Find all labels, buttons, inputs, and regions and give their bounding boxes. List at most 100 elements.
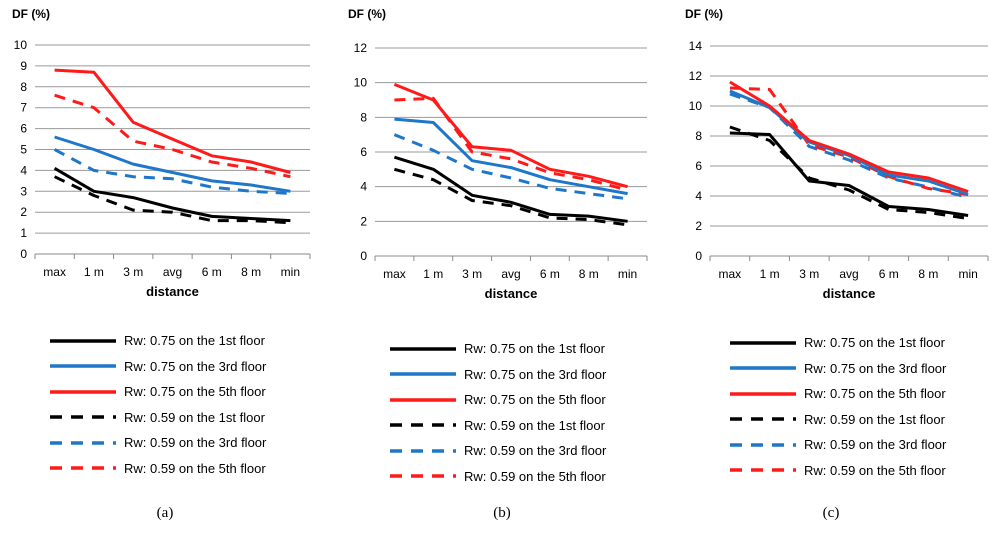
legend-swatch (390, 372, 456, 376)
y-tick-label: 8 (360, 110, 367, 124)
series-line-4 (729, 125, 969, 220)
series-line-6 (54, 93, 291, 179)
y-tick-label: 4 (360, 180, 367, 194)
series-line-6 (394, 96, 628, 192)
y-tick-label: 0 (360, 249, 367, 263)
y-tick-label: 8 (695, 129, 702, 143)
legend-label: Rw: 0.75 on the 5th floor (464, 392, 606, 408)
y-axis-title: DF (%) (348, 7, 386, 21)
y-tick-label: 1 (20, 226, 27, 240)
x-tick-label: max (383, 267, 406, 281)
x-tick-label: min (618, 267, 637, 281)
legend-item: Rw: 0.59 on the 5th floor (728, 458, 946, 484)
caption-a: (a) (156, 505, 174, 521)
legend-label: Rw: 0.59 on the 5th floor (804, 462, 946, 478)
series-line-6 (729, 86, 969, 196)
legend-swatch (50, 466, 116, 470)
x-tick-label: 3 m (462, 267, 482, 281)
legend-item: Rw: 0.59 on the 3rd floor (728, 432, 946, 458)
legend-label: Rw: 0.59 on the 5th floor (464, 468, 606, 484)
y-tick-label: 14 (689, 39, 703, 53)
chart-panel-a: DF (%) 0 1 2 3 4 5 6 7 8 9 10 max 1 m 3 m avg 6 m 8 m min d… (0, 0, 334, 535)
legend-swatch (50, 441, 116, 445)
line-chart-b: DF (%) 0 2 4 6 8 10 12 max 1 m 3 m avg 6 m 8 m min dist… (348, 7, 648, 301)
legend-label: Rw: 0.75 on the 3rd floor (464, 366, 607, 382)
legend-swatch (730, 417, 796, 421)
legend-item: Rw: 0.59 on the 1st floor (48, 405, 266, 431)
x-tick-label: 6 m (202, 265, 222, 279)
series-line-3 (729, 80, 969, 193)
legend-swatch (730, 392, 796, 396)
x-tick-label: 8 m (579, 267, 599, 281)
y-tick-label: 5 (20, 143, 27, 157)
chart-panel-b: DF (%) 0 2 4 6 8 10 12 max 1 m 3 m avg 6 m 8 m min dist… (335, 0, 669, 535)
legend-b: Rw: 0.75 on the 1st floor Rw: 0.75 on the… (388, 336, 606, 489)
x-tick-label: 8 m (918, 267, 938, 281)
legend-swatch (390, 474, 456, 478)
legend-item: Rw: 0.75 on the 5th floor (48, 379, 266, 405)
legend-c: Rw: 0.75 on the 1st floor Rw: 0.75 on the… (728, 330, 946, 483)
caption-b: (b) (493, 505, 511, 521)
x-tick-label: 1 m (84, 265, 104, 279)
legend-swatch (50, 390, 116, 394)
legend-label: Rw: 0.75 on the 5th floor (124, 384, 266, 400)
legend-item: Rw: 0.75 on the 1st floor (48, 328, 266, 354)
legend-item: Rw: 0.75 on the 3rd floor (388, 362, 606, 388)
y-tick-label: 10 (14, 38, 28, 52)
y-tick-label: 3 (20, 184, 27, 198)
series-line-4 (394, 167, 628, 227)
y-tick-label: 2 (20, 205, 27, 219)
x-axis-title: distance (485, 286, 538, 301)
line-chart-c: DF (%) 0 2 4 6 8 10 12 14 max 1 m 3 m avg 6 m 8 m min di… (685, 7, 989, 301)
x-tick-label: avg (163, 265, 182, 279)
x-tick-label: 3 m (123, 265, 143, 279)
legend-item: Rw: 0.59 on the 1st floor (728, 407, 946, 433)
legend-label: Rw: 0.59 on the 1st floor (804, 411, 945, 427)
x-tick-label: max (43, 265, 66, 279)
x-tick-label: min (281, 265, 300, 279)
legend-label: Rw: 0.75 on the 1st floor (124, 333, 265, 349)
y-tick-label: 6 (360, 145, 367, 159)
series-line-3 (393, 83, 628, 189)
legend-swatch (390, 423, 456, 427)
y-tick-label: 2 (360, 214, 367, 228)
legend-label: Rw: 0.59 on the 1st floor (124, 409, 265, 425)
legend-item: Rw: 0.75 on the 3rd floor (728, 356, 946, 382)
legend-item: Rw: 0.75 on the 3rd floor (48, 354, 266, 380)
legend-item: Rw: 0.59 on the 3rd floor (48, 430, 266, 456)
chart-panel-c: DF (%) 0 2 4 6 8 10 12 14 max 1 m 3 m avg 6 m 8 m min di… (670, 0, 1004, 535)
x-tick-label: 3 m (799, 267, 819, 281)
legend-item: Rw: 0.59 on the 1st floor (388, 413, 606, 439)
series-line-3 (54, 68, 291, 174)
legend-swatch (50, 364, 116, 368)
x-tick-label: 6 m (879, 267, 899, 281)
legend-item: Rw: 0.75 on the 5th floor (728, 381, 946, 407)
y-tick-label: 6 (695, 159, 702, 173)
series-line-2 (54, 135, 291, 193)
legend-swatch (390, 398, 456, 402)
y-tick-label: 12 (689, 69, 703, 83)
x-tick-label: 6 m (540, 267, 560, 281)
legend-label: Rw: 0.59 on the 1st floor (464, 417, 605, 433)
x-axis-title: distance (146, 284, 199, 299)
legend-item: Rw: 0.59 on the 3rd floor (388, 438, 606, 464)
legend-item: Rw: 0.59 on the 5th floor (48, 456, 266, 482)
y-tick-label: 2 (695, 219, 702, 233)
legend-swatch (390, 449, 456, 453)
legend-label: Rw: 0.75 on the 5th floor (804, 386, 946, 402)
legend-label: Rw: 0.59 on the 5th floor (124, 460, 266, 476)
legend-swatch (730, 341, 796, 345)
series-line-4 (53, 175, 291, 225)
legend-item: Rw: 0.75 on the 5th floor (388, 387, 606, 413)
legend-label: Rw: 0.59 on the 3rd floor (464, 443, 607, 459)
legend-swatch (50, 415, 116, 419)
x-tick-label: max (719, 267, 742, 281)
series-line-5 (53, 148, 291, 195)
y-tick-label: 10 (689, 99, 703, 113)
legend-label: Rw: 0.75 on the 3rd floor (124, 358, 267, 374)
legend-swatch (730, 366, 796, 370)
y-tick-label: 7 (20, 101, 27, 115)
y-tick-label: 6 (20, 122, 27, 136)
legend-swatch (730, 443, 796, 447)
legend-label: Rw: 0.75 on the 3rd floor (804, 360, 947, 376)
